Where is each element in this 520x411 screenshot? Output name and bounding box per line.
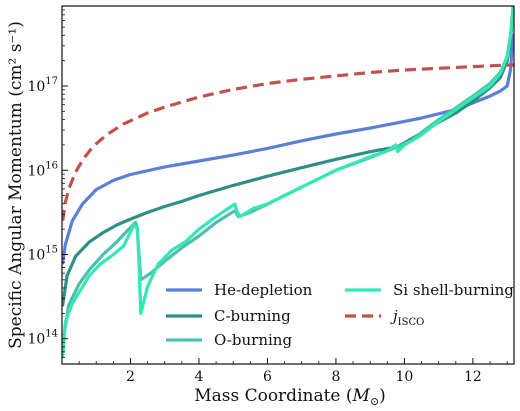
series-line-3 xyxy=(62,6,514,358)
series-line-4 xyxy=(62,63,514,222)
legend: He-depletion C-burning O-burning Si shell-b… xyxy=(166,281,514,349)
series-line-1 xyxy=(62,8,514,307)
legend-label-2: O-burning xyxy=(214,331,292,349)
plot-background xyxy=(62,6,514,364)
legend-label-1: C-burning xyxy=(214,307,291,325)
x-tick-label: 4 xyxy=(195,369,204,385)
y-axis-label: Specific Angular Momentum (cm² s⁻¹) xyxy=(6,21,26,349)
y-tick-label: 1014 xyxy=(27,329,58,348)
series-line-0 xyxy=(62,33,514,265)
x-tick-label: 8 xyxy=(331,369,340,385)
y-tick-label: 1015 xyxy=(27,244,58,263)
y-tick-label: 1017 xyxy=(27,76,58,95)
legend-label-0: He-depletion xyxy=(214,281,313,299)
legend-label-4: jISCO xyxy=(390,307,424,328)
y-tick-label: 1016 xyxy=(27,160,58,179)
x-tick-label: 6 xyxy=(263,369,272,385)
plot-frame xyxy=(61,5,515,365)
x-tick-label: 10 xyxy=(396,369,414,385)
x-tick-label: 12 xyxy=(464,369,482,385)
series-layer xyxy=(62,6,514,358)
legend-label-3: Si shell-burning xyxy=(393,281,514,299)
x-axis-label: Mass Coordinate (M⊙) xyxy=(194,386,386,408)
ticks-layer: 2 4 6 8 10 12 1014 1015 1016 1017 xyxy=(27,9,508,385)
x-tick-label: 2 xyxy=(126,369,135,385)
